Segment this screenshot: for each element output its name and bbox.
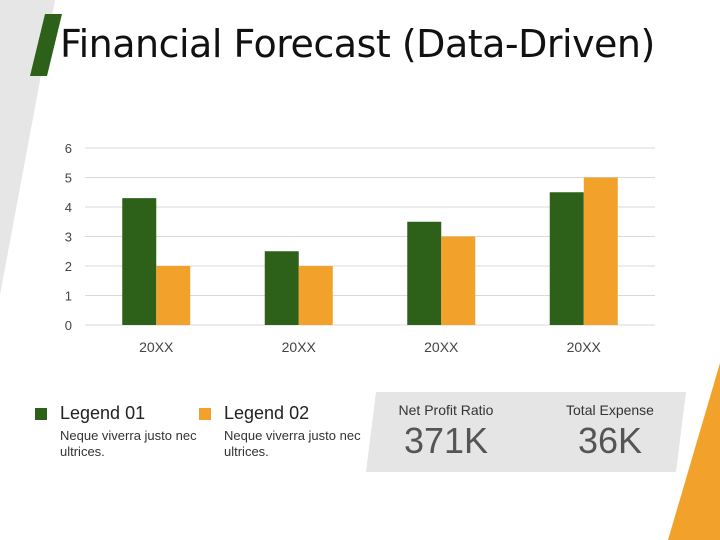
y-tick-label: 0 (65, 318, 72, 333)
stat-label-total-expense: Total Expense (566, 402, 654, 418)
legend-desc-2: Neque viverra justo nec ultrices. (224, 428, 361, 459)
y-tick-label: 5 (65, 171, 72, 186)
page-title: Financial Forecast (Data-Driven) (60, 22, 655, 66)
chart-axis-labels: 0 1 2 3 4 5 6 20XX 20XX 20XX 20XX (65, 141, 602, 355)
bar-series-1 (549, 192, 584, 325)
legend-swatch-1 (35, 408, 47, 420)
x-tick-label: 20XX (282, 339, 317, 355)
stat-value-net-profit: 371K (403, 420, 489, 461)
bar-series-1 (122, 198, 157, 325)
x-tick-label: 20XX (424, 339, 459, 355)
stat-label-net-profit: Net Profit Ratio (398, 402, 494, 418)
stats-panel (366, 392, 686, 472)
x-tick-label: 20XX (567, 339, 602, 355)
y-tick-label: 2 (65, 259, 72, 274)
bar-series-1 (407, 221, 442, 325)
bar-series-1 (264, 251, 299, 325)
bar-series-2 (583, 177, 618, 325)
y-tick-label: 6 (65, 141, 72, 156)
bar-series-2 (441, 236, 476, 325)
y-tick-label: 4 (65, 200, 72, 215)
legend-label-2: Legend 02 (224, 403, 310, 423)
bar-series-2 (156, 266, 191, 325)
bar-series-2 (298, 266, 333, 325)
orange-corner-shape (668, 363, 720, 540)
stat-value-total-expense: 36K (577, 420, 643, 461)
bar-chart: 0 1 2 3 4 5 6 20XX 20XX 20XX 20XX (65, 141, 655, 355)
x-tick-label: 20XX (139, 339, 174, 355)
legend-desc-1: Neque viverra justo nec ultrices. (60, 428, 197, 459)
y-tick-label: 3 (65, 230, 72, 245)
legend-label-1: Legend 01 (60, 403, 146, 423)
chart-bars (122, 177, 618, 325)
green-accent-bar (30, 14, 62, 76)
y-tick-label: 1 (65, 289, 72, 304)
legend-swatch-2 (199, 408, 211, 420)
